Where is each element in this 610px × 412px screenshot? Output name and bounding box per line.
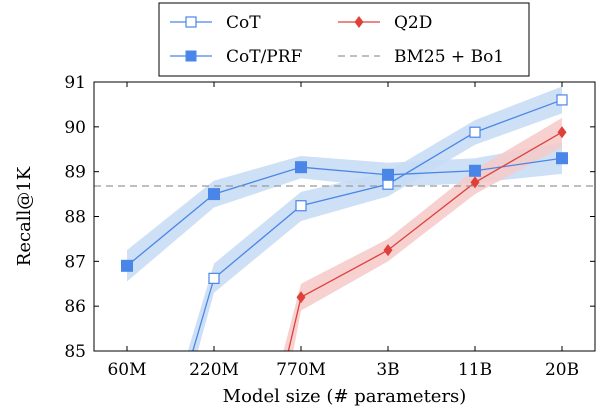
- marker-q2d-770m: [296, 291, 306, 304]
- y-tick-label-87: 87: [64, 252, 86, 272]
- marker-cot-770m: [295, 200, 307, 212]
- marker-cot-prf-3b: [382, 168, 394, 181]
- x-tick-label-20b: 20B: [545, 360, 579, 380]
- marker-q2d-20b: [557, 126, 567, 139]
- confidence-bands: [127, 86, 562, 351]
- band-cot-prf: [127, 142, 562, 282]
- legend-box: [158, 2, 530, 77]
- legend-label-cot: CoT: [226, 13, 261, 33]
- marker-cot-220m: [208, 272, 220, 284]
- legend-marker-cot-prf: [185, 50, 197, 62]
- band-q2d: [283, 117, 562, 351]
- x-tick-label-11b: 11B: [458, 360, 492, 380]
- x-axis-title: Model size (# parameters): [223, 386, 467, 407]
- marker-cot-prf-770m: [295, 161, 307, 174]
- marker-cot-20b: [556, 94, 568, 106]
- y-tick-label-90: 90: [64, 118, 86, 138]
- y-axis-title: Recall@1K: [14, 166, 35, 266]
- y-tick-label-89: 89: [64, 163, 86, 183]
- legend-label-q2d: Q2D: [394, 13, 432, 33]
- y-tick-label-88: 88: [64, 208, 86, 228]
- marker-cot-prf-11b: [469, 164, 481, 177]
- y-tick-label-91: 91: [64, 73, 86, 93]
- axes: 85 86 87 88 89 90 91 60M 220M 770M 3B 11B 20B: [64, 73, 596, 380]
- marker-cot-prf-220m: [208, 188, 220, 201]
- marker-cot-11b: [469, 126, 481, 138]
- y-tick-label-85: 85: [64, 342, 86, 362]
- x-tick-label-220m: 220M: [189, 360, 239, 380]
- line-cot-prf: [126, 157, 563, 267]
- legend-label-cot-prf: CoT/PRF: [226, 47, 303, 67]
- marker-cot-prf-60m: [121, 259, 133, 272]
- legend: CoT CoT/PRF Q2D BM25 + Bo1: [158, 2, 530, 77]
- legend-marker-q2d: [354, 16, 364, 28]
- marker-q2d-3b: [383, 244, 393, 257]
- x-tick-label-60m: 60M: [107, 360, 146, 380]
- line-cot: [192, 99, 563, 351]
- marker-q2d-11b: [470, 176, 480, 189]
- series-markers: [121, 94, 568, 304]
- y-tick-label-86: 86: [64, 297, 86, 317]
- band-cot: [187, 86, 562, 351]
- legend-marker-cot: [185, 16, 197, 28]
- x-tick-label-3b: 3B: [376, 360, 399, 380]
- marker-cot-prf-20b: [556, 152, 568, 165]
- legend-label-bm25-bo1: BM25 + Bo1: [394, 47, 504, 67]
- x-tick-label-770m: 770M: [276, 360, 326, 380]
